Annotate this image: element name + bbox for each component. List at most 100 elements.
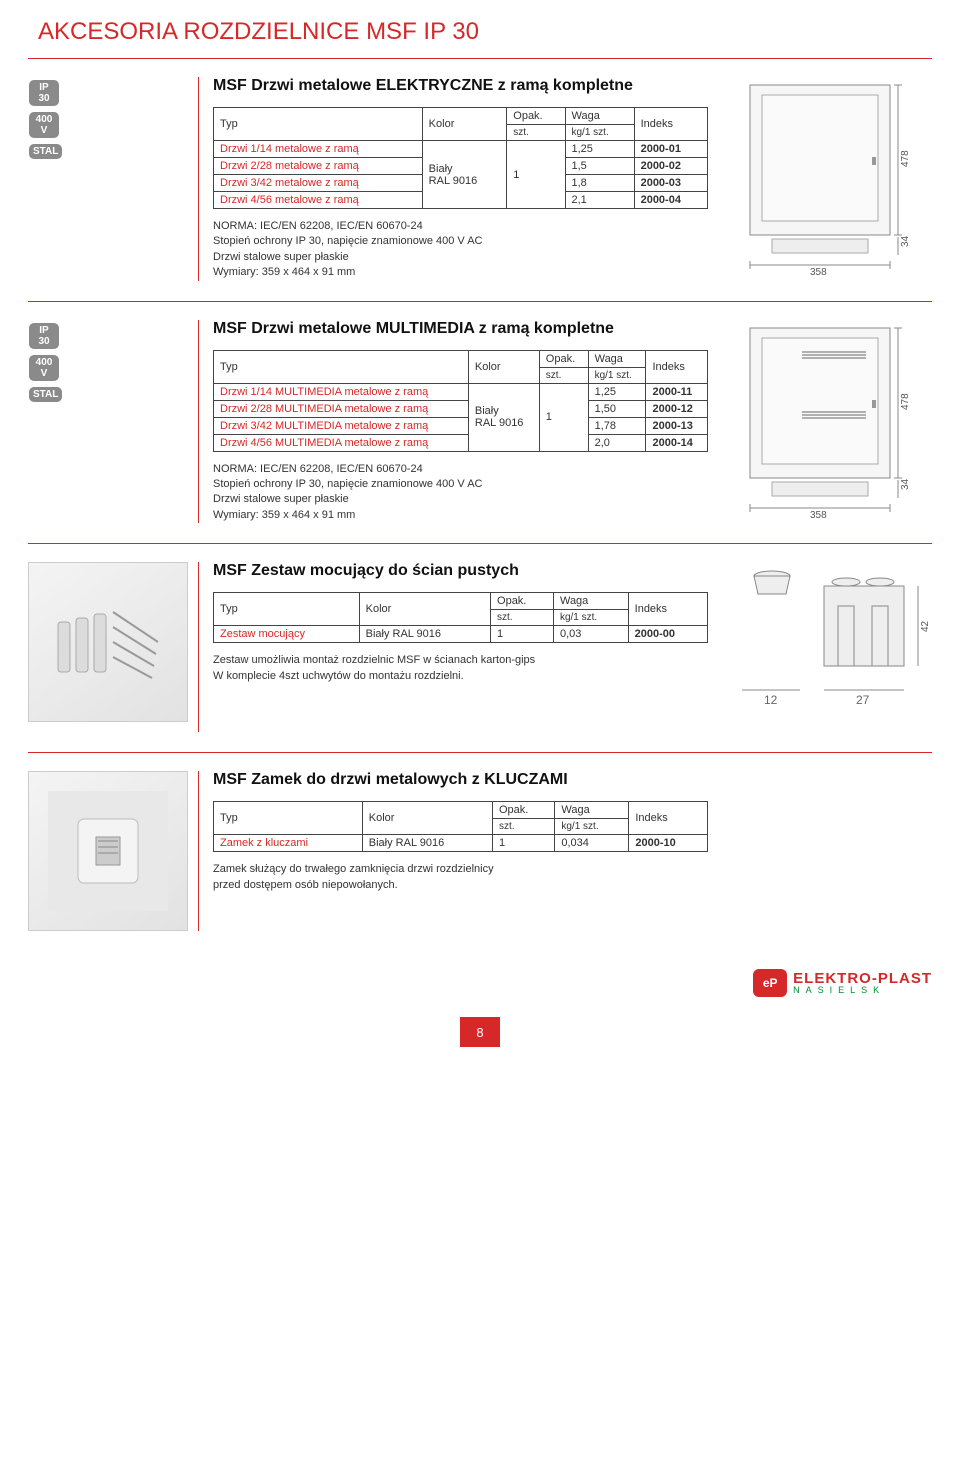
cell-idx: 2000-00 bbox=[628, 626, 707, 643]
cell-typ: Drzwi 2/28 metalowe z ramą bbox=[214, 158, 423, 175]
svg-text:42: 42 bbox=[920, 621, 931, 633]
note-line: NORMA: IEC/EN 62208, IEC/EN 60670-24 bbox=[213, 462, 708, 477]
svg-text:34: 34 bbox=[900, 235, 911, 247]
cell-waga: 1,50 bbox=[588, 400, 646, 417]
badge-group: IP 30 400 V STAL bbox=[28, 77, 188, 164]
cell-typ: Zestaw mocujący bbox=[214, 626, 360, 643]
cell-waga: 1,25 bbox=[565, 141, 634, 158]
cell-waga: 1,5 bbox=[565, 158, 634, 175]
svg-text:34: 34 bbox=[900, 478, 911, 490]
cell-idx: 2000-13 bbox=[646, 417, 708, 434]
cell-kolor: Biały RAL 9016 bbox=[422, 141, 507, 209]
cell-typ: Drzwi 4/56 MULTIMEDIA metalowe z ramą bbox=[214, 434, 469, 451]
cell-idx: 2000-10 bbox=[629, 835, 708, 852]
table-row: Drzwi 1/14 MULTIMEDIA metalowe z ramą Bi… bbox=[214, 383, 708, 400]
note-line: Stopień ochrony IP 30, napięcie znamiono… bbox=[213, 477, 708, 492]
note-line: Drzwi stalowe super płaskie bbox=[213, 250, 708, 265]
sub-kg: kg/1 szt. bbox=[565, 125, 634, 141]
svg-text:478: 478 bbox=[900, 150, 911, 167]
rule bbox=[28, 58, 932, 59]
col-kolor: Kolor bbox=[468, 350, 539, 383]
svg-text:478: 478 bbox=[900, 392, 911, 409]
product-image bbox=[28, 562, 188, 722]
col-opak: Opak. bbox=[507, 108, 565, 125]
spec-table-1: Typ Kolor Opak. Waga Indeks szt. kg/1 sz… bbox=[213, 107, 708, 209]
col-opak: Opak. bbox=[493, 802, 555, 819]
col-opak: Opak. bbox=[491, 593, 554, 610]
cell-typ: Drzwi 3/42 metalowe z ramą bbox=[214, 175, 423, 192]
col-typ: Typ bbox=[214, 350, 469, 383]
product-title: MSF Zamek do drzwi metalowych z KLUCZAMI bbox=[213, 771, 708, 789]
cell-idx: 2000-12 bbox=[646, 400, 708, 417]
cell-kolor: Biały RAL 9016 bbox=[362, 835, 492, 852]
tech-drawing-2: 478 34 358 bbox=[732, 320, 932, 520]
section-zamek: MSF Zamek do drzwi metalowych z KLUCZAMI… bbox=[28, 771, 932, 951]
product-image bbox=[28, 771, 188, 931]
table-row: Drzwi 2/28 MULTIMEDIA metalowe z ramą1,5… bbox=[214, 400, 708, 417]
sub-szt: szt. bbox=[493, 819, 555, 835]
col-indeks: Indeks bbox=[646, 350, 708, 383]
product-title: MSF Drzwi metalowe MULTIMEDIA z ramą kom… bbox=[213, 320, 708, 338]
logo-mark-icon: eP bbox=[753, 969, 787, 997]
logo: eP ELEKTRO-PLAST NASIELSK bbox=[753, 969, 932, 997]
table-row: Drzwi 4/56 MULTIMEDIA metalowe z ramą 2,0… bbox=[214, 434, 708, 451]
sub-szt: szt. bbox=[507, 125, 565, 141]
col-waga: Waga bbox=[555, 802, 629, 819]
cell-waga: 2,1 bbox=[565, 192, 634, 209]
cell-typ: Drzwi 1/14 MULTIMEDIA metalowe z ramą bbox=[214, 383, 469, 400]
notes: Zamek służący do trwałego zamknięcia drz… bbox=[213, 862, 708, 893]
badge-ip: IP 30 bbox=[28, 322, 60, 350]
col-waga: Waga bbox=[588, 350, 646, 367]
table-row: Drzwi 3/42 MULTIMEDIA metalowe z ramą1,7… bbox=[214, 417, 708, 434]
notes: NORMA: IEC/EN 62208, IEC/EN 60670-24 Sto… bbox=[213, 219, 708, 281]
note-line: Stopień ochrony IP 30, napięcie znamiono… bbox=[213, 234, 708, 249]
spec-table-3: Typ Kolor Opak. Waga Indeks szt. kg/1 sz… bbox=[213, 592, 708, 643]
page-title: AKCESORIA ROZDZIELNICE MSF IP 30 bbox=[0, 0, 960, 58]
logo-text: ELEKTRO-PLAST NASIELSK bbox=[793, 971, 932, 995]
cell-typ: Zamek z kluczami bbox=[214, 835, 363, 852]
note-line: Wymiary: 359 x 464 x 91 mm bbox=[213, 508, 708, 523]
svg-text:12: 12 bbox=[764, 693, 778, 707]
badge-v: 400 V bbox=[28, 354, 60, 382]
cell-typ: Drzwi 4/56 metalowe z ramą bbox=[214, 192, 423, 209]
col-typ: Typ bbox=[214, 108, 423, 141]
cell-idx: 2000-14 bbox=[646, 434, 708, 451]
note-line: Zestaw umożliwia montaż rozdzielnic MSF … bbox=[213, 653, 708, 668]
sub-szt: szt. bbox=[539, 367, 588, 383]
note-line: Drzwi stalowe super płaskie bbox=[213, 492, 708, 507]
cell-opak: 1 bbox=[539, 383, 588, 451]
cell-typ: Drzwi 1/14 metalowe z ramą bbox=[214, 141, 423, 158]
col-waga: Waga bbox=[565, 108, 634, 125]
notes: Zestaw umożliwia montaż rozdzielnic MSF … bbox=[213, 653, 708, 684]
col-opak: Opak. bbox=[539, 350, 588, 367]
svg-text:358: 358 bbox=[810, 267, 827, 277]
tech-drawing-3: 42 12 27 bbox=[732, 562, 932, 732]
cell-opak: 1 bbox=[491, 626, 554, 643]
cell-opak: 1 bbox=[493, 835, 555, 852]
table-row: Drzwi 1/14 metalowe z ramą Biały RAL 901… bbox=[214, 141, 708, 158]
svg-text:27: 27 bbox=[856, 693, 870, 707]
cell-idx: 2000-04 bbox=[634, 192, 707, 209]
badge-v: 400 V bbox=[28, 111, 60, 139]
col-kolor: Kolor bbox=[362, 802, 492, 835]
svg-text:358: 358 bbox=[810, 510, 827, 520]
cell-idx: 2000-11 bbox=[646, 383, 708, 400]
product-title: MSF Zestaw mocujący do ścian pustych bbox=[213, 562, 708, 580]
sub-kg: kg/1 szt. bbox=[553, 610, 628, 626]
col-typ: Typ bbox=[214, 593, 360, 626]
badge-group: IP 30 400 V STAL bbox=[28, 320, 188, 407]
product-title: MSF Drzwi metalowe ELEKTRYCZNE z ramą ko… bbox=[213, 77, 708, 95]
cell-waga: 0,034 bbox=[555, 835, 629, 852]
cell-idx: 2000-02 bbox=[634, 158, 707, 175]
sub-szt: szt. bbox=[491, 610, 554, 626]
col-typ: Typ bbox=[214, 802, 363, 835]
tech-drawing-1: 478 34 358 bbox=[732, 77, 932, 277]
cell-waga: 2,0 bbox=[588, 434, 646, 451]
table-row: Zamek z kluczami Biały RAL 9016 1 0,034 … bbox=[214, 835, 708, 852]
footer: eP ELEKTRO-PLAST NASIELSK bbox=[0, 969, 960, 997]
notes: NORMA: IEC/EN 62208, IEC/EN 60670-24 Sto… bbox=[213, 462, 708, 524]
note-line: W komplecie 4szt uchwytów do montażu roz… bbox=[213, 669, 708, 684]
sub-kg: kg/1 szt. bbox=[588, 367, 646, 383]
cell-idx: 2000-01 bbox=[634, 141, 707, 158]
badge-stal: STAL bbox=[28, 386, 63, 403]
